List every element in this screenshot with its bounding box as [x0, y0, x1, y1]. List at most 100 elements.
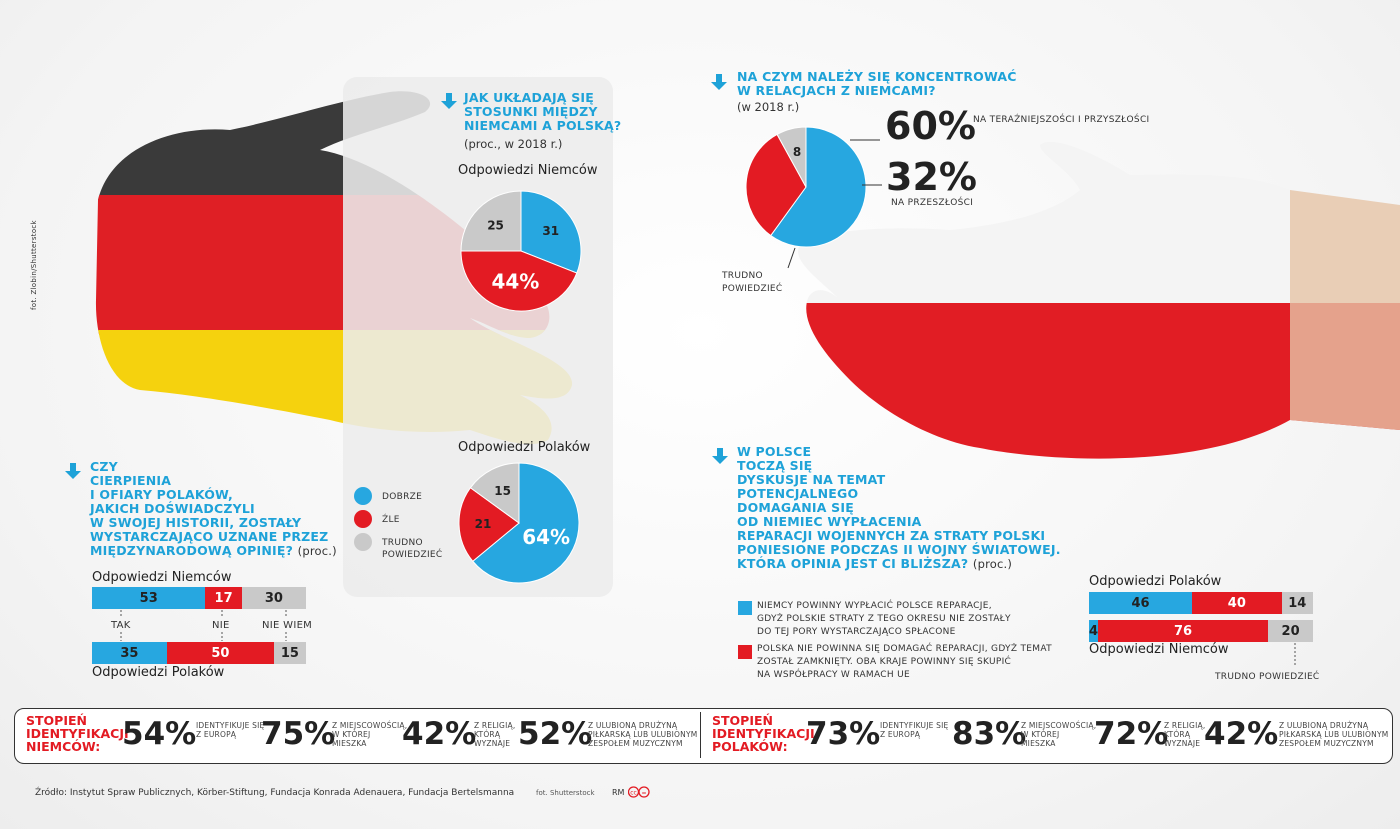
bar-segment-2: 76	[1097, 620, 1269, 642]
rm-mark: RM	[612, 788, 625, 797]
pie-slice-2	[458, 487, 520, 562]
q4-opt2-text: POLSKA NIE POWINNA SIĘ DOMAGAĆ REPARACJI…	[757, 644, 1052, 680]
arrow-down-icon	[441, 93, 457, 109]
legend-good-label: DOBRZE	[382, 492, 423, 502]
pie-focus: 8	[745, 126, 867, 248]
bar-segment-2: 40	[1192, 592, 1282, 614]
q4-germans-label: Odpowiedzi Niemców	[1089, 642, 1229, 657]
pie-value-label: 44%	[491, 269, 539, 293]
pie-slice-2	[460, 250, 578, 312]
q4-poles-label: Odpowiedzi Polaków	[1089, 574, 1222, 589]
bar-segment-3: 15	[273, 642, 306, 664]
q4-opt1-text: NIEMCY POWINNY WYPŁACIĆ POLSCE REPARACJE…	[757, 601, 1011, 637]
bar-q3-poles: 35 50 15	[92, 642, 306, 664]
id-pl-pct-2: 83%	[952, 716, 1027, 752]
identity-divider	[700, 712, 701, 758]
q4-opt2-swatch	[738, 645, 752, 659]
legend-hard-swatch	[354, 533, 372, 551]
id-de-desc-1: IDENTYFIKUJE SIĘ Z EUROPĄ	[196, 721, 265, 739]
id-de-desc-3: Z RELIGIĄ, KTÓRĄ WYZNAJE	[474, 721, 516, 748]
pie-value-label: 31	[542, 224, 559, 238]
bar-q4-germans: 4 76 20	[1089, 620, 1313, 642]
q3-poles-label: Odpowiedzi Polaków	[92, 665, 225, 680]
pie-slice-3	[469, 462, 520, 524]
id-pl-desc-1: IDENTYFIKUJE SIĘ Z EUROPĄ	[880, 721, 949, 739]
svg-text:cc: cc	[630, 790, 637, 797]
cat-nie-wiem: NIE WIEM	[262, 620, 313, 631]
id-de-desc-4: Z ULUBIONĄ DRUŻYNĄ PIŁKARSKĄ LUB ULUBIONY…	[588, 721, 698, 748]
pie-slice-1	[770, 126, 867, 248]
q4-unit: (proc.)	[972, 557, 1013, 571]
q2-hard-label: TRUDNO POWIEDZIEĆ	[722, 271, 783, 294]
photo-credit: fot. Shutterstock	[536, 789, 595, 797]
pie-germans: 31 44% 25	[460, 190, 582, 312]
pie-poles: 64% 21 15	[458, 462, 580, 584]
pie-value-label: 64%	[522, 525, 570, 549]
source-text: Źródło: Instytut Spraw Publicznych, Körb…	[35, 788, 515, 798]
id-pl-desc-2: Z MIEJSCOWOŚCIĄ, W KTÓREJ MIESZKA	[1021, 721, 1097, 748]
id-pl-pct-1: 73%	[806, 716, 881, 752]
q4-opt1-swatch	[738, 601, 752, 615]
bar-q3-germans: 53 17 30	[92, 587, 306, 609]
bar-segment-3: 20	[1268, 620, 1313, 642]
identity-poles-label: STOPIEŃ IDENTYFIKACJI POLAKÓW:	[712, 713, 815, 754]
legend-hard-label: TRUDNO POWIEDZIEĆ	[382, 538, 443, 560]
pie-slice-1	[520, 190, 582, 274]
pie-slice-1	[472, 462, 580, 584]
q3-title: CZY CIERPIENIA I OFIARY POLAKÓW, JAKICH DO…	[90, 459, 337, 559]
q4-hard-label: TRUDNO POWIEDZIEĆ	[1215, 672, 1320, 682]
pie-slice-3	[460, 190, 522, 252]
pie-value-label: 15	[494, 484, 511, 498]
q1-title: JAK UKŁADAJĄ SIĘ STOSUNKI MIĘDZY NIEMCAMI …	[464, 90, 622, 133]
q4-connector	[1294, 643, 1296, 667]
bar-segment-1: 46	[1089, 592, 1193, 614]
pie-value-label: 21	[475, 517, 492, 531]
arrow-down-icon	[712, 448, 728, 464]
bar-segment-2: 50	[166, 642, 274, 664]
bar-q4-poles: 46 40 14	[1089, 592, 1313, 614]
arrow-down-icon	[65, 463, 81, 479]
q2-big1: 60%	[885, 104, 976, 148]
q3-connectors	[120, 610, 287, 641]
cc-license-icon: cc =	[628, 786, 650, 798]
id-de-pct-1: 54%	[122, 716, 197, 752]
identity-germans-label: STOPIEŃ IDENTYFIKACJI NIEMCÓW:	[26, 713, 129, 754]
q2-big2: 32%	[886, 155, 977, 199]
bar-segment-1: 4	[1089, 620, 1098, 642]
q1-germans-label: Odpowiedzi Niemców	[458, 163, 598, 178]
q2-big1-label: NA TERAŹNIEJSZOŚCI I PRZYSZŁOŚCI	[973, 115, 1150, 125]
id-pl-desc-3: Z RELIGIĄ, KTÓRĄ WYZNAJE	[1164, 721, 1206, 748]
id-pl-pct-4: 42%	[1204, 716, 1279, 752]
bar-segment-1: 35	[92, 642, 167, 664]
pie-slice-3	[776, 126, 807, 188]
cat-nie: NIE	[212, 620, 230, 631]
pie-slice-2	[745, 133, 807, 237]
legend-bad-label: ŹLE	[382, 515, 400, 525]
pie-value-label: 25	[487, 219, 504, 233]
bar-segment-2: 17	[205, 587, 242, 609]
legend-bad-swatch	[354, 510, 372, 528]
bar-segment-3: 30	[241, 587, 306, 609]
pie-value-label: 8	[793, 145, 801, 159]
id-pl-pct-3: 72%	[1094, 716, 1169, 752]
bar-segment-3: 14	[1281, 592, 1313, 614]
legend-good-swatch	[354, 487, 372, 505]
id-de-pct-3: 42%	[402, 716, 477, 752]
id-de-pct-2: 75%	[261, 716, 336, 752]
svg-text:=: =	[641, 790, 646, 797]
bar-segment-1: 53	[92, 587, 206, 609]
identity-panel	[14, 708, 1393, 764]
id-de-pct-4: 52%	[518, 716, 593, 752]
arrow-down-icon	[711, 74, 727, 90]
q2-title: NA CZYM NALEŻY SIĘ KONCENTROWAĆ W RELACJA…	[737, 69, 1017, 98]
cat-tak: TAK	[111, 620, 131, 631]
q3-germans-label: Odpowiedzi Niemców	[92, 570, 232, 585]
q3-unit: (proc.)	[297, 544, 337, 558]
q2-big2-label: NA PRZESZŁOŚCI	[891, 198, 974, 208]
id-de-desc-2: Z MIEJSCOWOŚCIĄ, W KTÓREJ MIESZKA	[332, 721, 408, 748]
q1-poles-label: Odpowiedzi Polaków	[458, 440, 591, 455]
id-pl-desc-4: Z ULUBIONĄ DRUŻYNĄ PIŁKARSKĄ LUB ULUBIONY…	[1279, 721, 1389, 748]
q2-unit: (w 2018 r.)	[737, 100, 800, 114]
q1-unit: (proc., w 2018 r.)	[464, 137, 563, 151]
